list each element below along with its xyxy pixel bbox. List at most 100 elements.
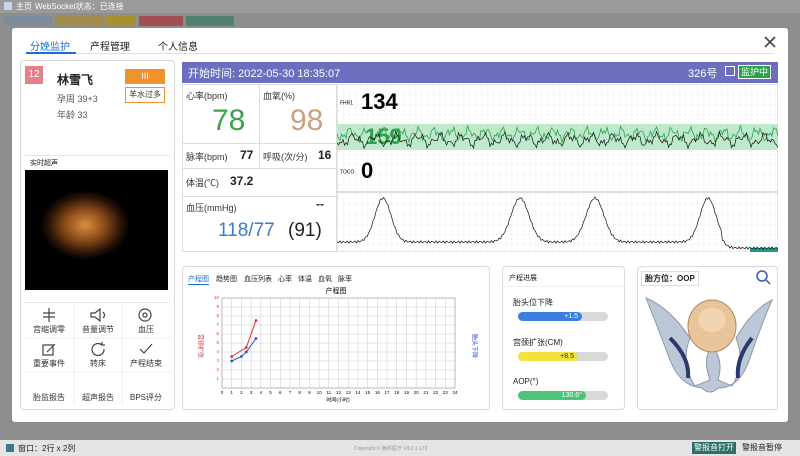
chart-tab[interactable]: 血氧 <box>318 276 332 283</box>
partogram-card <box>182 266 490 410</box>
divider <box>259 143 260 168</box>
respiration: 16 <box>318 148 332 162</box>
chart-tab[interactable]: 脉率 <box>338 276 352 283</box>
x-tick-label: 3 <box>250 390 253 395</box>
toco-label: TOCO <box>340 169 354 175</box>
tab[interactable]: 分娩监护 <box>30 42 70 53</box>
chart-tab[interactable]: 血压列表 <box>244 276 272 283</box>
chart-tab[interactable]: 产程图 <box>188 276 209 285</box>
progress-card <box>502 266 625 410</box>
toco-trace <box>337 196 778 250</box>
action-button[interactable]: 超声报告 <box>82 393 114 402</box>
monitor-icon <box>725 66 735 76</box>
tab-indicator <box>26 52 76 54</box>
action-button[interactable]: 血压 <box>138 325 154 334</box>
divider <box>24 155 171 156</box>
app-icon <box>4 2 12 10</box>
y-tick-label: 2 <box>216 367 219 372</box>
grid-icon <box>6 444 14 452</box>
tab-divider <box>24 53 774 54</box>
ws-status: WebSocket状态：已连接 <box>35 2 124 11</box>
pelvis-illustration <box>645 270 773 393</box>
action-button[interactable]: 音量调节 <box>82 325 114 334</box>
x-tick-label: 5 <box>269 390 272 395</box>
bed-tag <box>139 16 183 26</box>
vital-label: 血压(mmHg) <box>186 203 237 213</box>
progress-track: +8.5 <box>518 352 608 361</box>
fhr1-trace <box>337 130 778 150</box>
monitor-status: 监护中 <box>738 65 772 79</box>
series-point <box>244 350 248 354</box>
action-button[interactable]: 转床 <box>90 359 106 368</box>
x-tick-label: 2 <box>240 390 243 395</box>
x-tick-label: 0 <box>221 390 224 395</box>
x-tick-label: 1 <box>230 390 233 395</box>
action-button[interactable]: 重要事件 <box>33 359 65 368</box>
x-tick-label: 8 <box>298 390 301 395</box>
gestation: 孕周 39+3 <box>57 94 98 104</box>
right-axis-label: 胎头下降 <box>470 334 478 358</box>
vital-label: 脉率(bpm) <box>186 152 228 162</box>
progress-label: 宫颈扩张(CM) <box>513 338 563 347</box>
bp-status: -- <box>316 197 324 211</box>
divider <box>24 302 171 303</box>
chart-tab[interactable]: 趋势图 <box>216 276 237 283</box>
close-button[interactable] <box>763 35 777 49</box>
spo2: 98 <box>290 104 324 137</box>
chart-tab[interactable]: 体温 <box>298 276 312 283</box>
y-tick-label: 3 <box>216 358 219 363</box>
action-button[interactable]: BPS评分 <box>129 393 162 402</box>
series-line <box>231 320 257 357</box>
y-tick-label: 7 <box>216 322 219 327</box>
partogram: 产程图 宫颈扩张 胎头下降 时间(小时) 0 1 2 3 4 5 6 7 8 9 10 11 12 13 1… <box>196 286 478 403</box>
alarm-on[interactable]: 警报音打开 <box>692 442 736 454</box>
bed-tag <box>186 16 234 26</box>
status-bar <box>0 440 800 456</box>
y-tick-label: 5 <box>216 340 219 345</box>
action-button[interactable]: 胎监报告 <box>33 393 65 402</box>
y-tick-label: 9 <box>216 304 219 309</box>
series-line <box>231 338 257 362</box>
divider <box>502 286 625 287</box>
monitor-number: 326号 <box>688 68 718 80</box>
series-point <box>254 337 258 340</box>
x-axis-label: 时间(小时) <box>326 396 350 403</box>
bed-tag <box>106 16 136 26</box>
risk-tag: 羊水过多 <box>125 87 165 103</box>
blood-pressure: 118/77 <box>218 220 275 241</box>
home-tab[interactable]: 主页 <box>16 2 32 11</box>
ctg-chart: FHR1 134 159 TOCO 0 <box>337 84 778 252</box>
y-tick-label: 1 <box>216 376 219 381</box>
progress-label: 胎头位下降 <box>513 298 553 307</box>
vital-label: 心率(bpm) <box>186 91 228 101</box>
x-tick-label: 15 <box>365 390 371 395</box>
y-tick-label: 6 <box>216 331 219 336</box>
action-button[interactable]: 宫缩调零 <box>33 325 65 334</box>
bed-tag <box>55 16 103 26</box>
window-layout[interactable]: 窗口：2行 x 2列 <box>18 444 76 453</box>
series-point <box>230 359 234 363</box>
y-tick-label: 10 <box>214 295 220 300</box>
position-label: 胎方位：OOP <box>641 271 699 286</box>
x-tick-label: 6 <box>279 390 282 395</box>
tab[interactable]: 个人信息 <box>158 42 198 53</box>
x-tick-label: 16 <box>375 390 381 395</box>
monitor-header <box>182 62 778 83</box>
x-tick-label: 12 <box>336 390 342 395</box>
start-time: 开始时间: 2022-05-30 18:35:07 <box>188 68 341 80</box>
x-tick-label: 13 <box>346 390 352 395</box>
chart-tab[interactable]: 心率 <box>278 276 292 283</box>
top-bar <box>0 0 800 13</box>
alarm-pause[interactable]: 警报音暂停 <box>742 443 782 452</box>
series-point <box>240 355 243 358</box>
progress-fill: 130.6° <box>518 391 586 400</box>
x-tick-label: 19 <box>404 390 410 395</box>
risk-level: III <box>125 69 165 84</box>
action-button[interactable]: 产程结束 <box>130 359 162 368</box>
fhr1-label: FHR1 <box>340 100 353 106</box>
progress-label: AOP(°) <box>513 377 539 386</box>
x-tick-label: 17 <box>385 390 391 395</box>
tab[interactable]: 产程管理 <box>90 42 130 53</box>
vital-label: 体温(℃) <box>186 178 219 188</box>
